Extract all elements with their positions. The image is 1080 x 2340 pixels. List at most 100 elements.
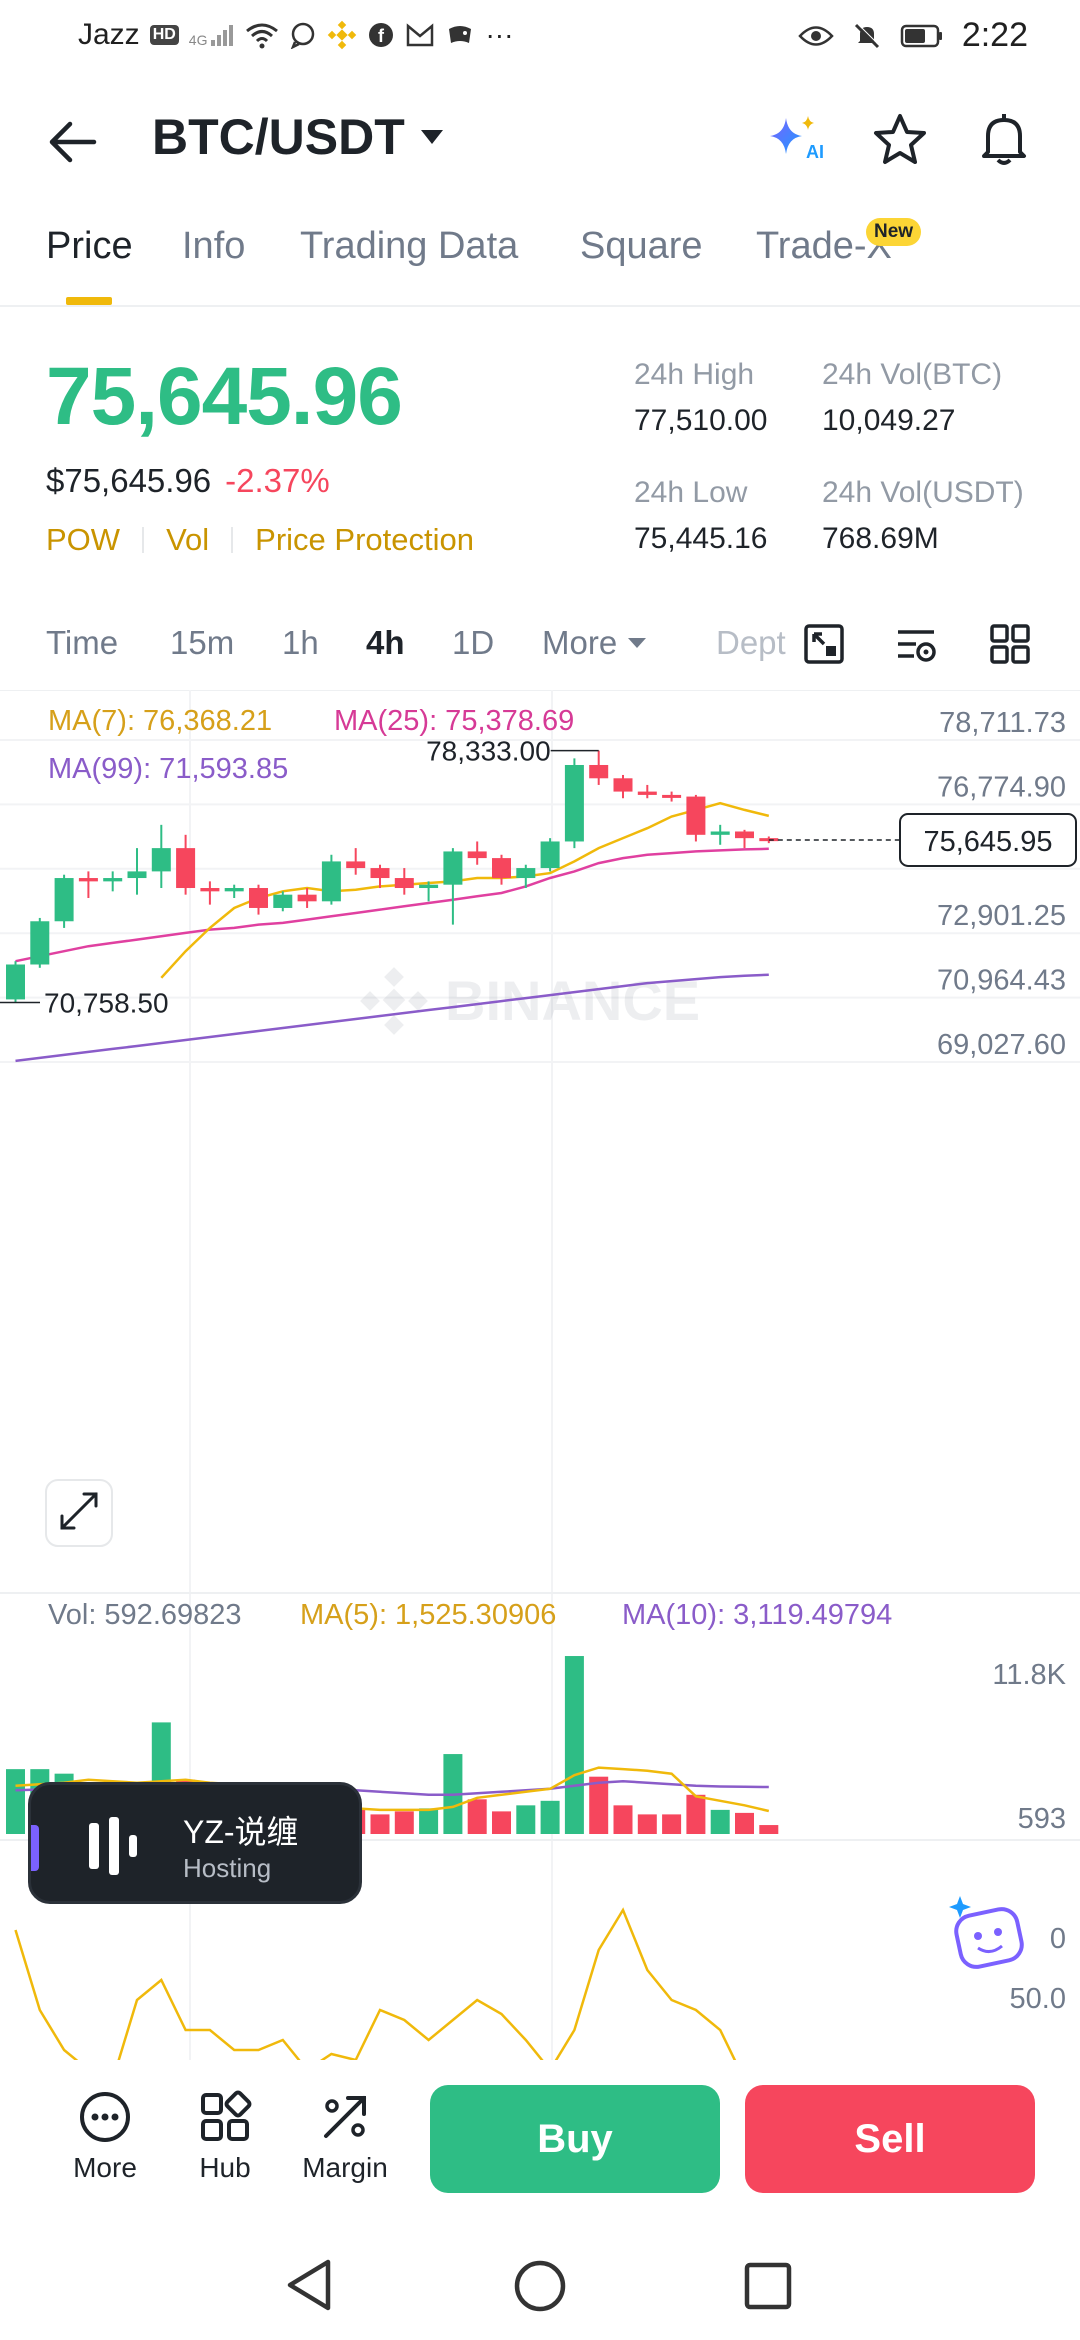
chart-settings-button[interactable] xyxy=(800,620,848,668)
volume-bar xyxy=(613,1805,633,1834)
active-tab-indicator xyxy=(66,297,112,305)
volume-bar xyxy=(467,1799,487,1834)
volume-bar xyxy=(394,1811,414,1834)
volume-bar xyxy=(637,1814,657,1834)
hub-button[interactable]: Hub xyxy=(170,2090,280,2184)
high-label: 24h High xyxy=(634,358,755,391)
indicator-settings-button[interactable] xyxy=(892,620,940,668)
price-axis: 78,711.7376,774.9074,838.0872,901.2570,9… xyxy=(937,707,1066,1061)
high-marker-label: 78,333.00 xyxy=(426,736,551,767)
ai-button[interactable]: AI xyxy=(762,108,826,172)
price-tick-label: 69,027.60 xyxy=(937,1029,1066,1061)
interval-4h[interactable]: 4h xyxy=(366,624,405,661)
price-chart[interactable]: BINANCE MA(7): 76,368.21 MA(25): 75,378.… xyxy=(0,689,1080,2090)
candle-body xyxy=(103,878,123,882)
tag-price-protection[interactable]: Price Protection xyxy=(255,522,474,557)
nav-recents-icon[interactable] xyxy=(742,2260,794,2312)
caret-down-icon xyxy=(628,638,647,648)
tag-vol[interactable]: Vol xyxy=(166,522,210,557)
interval-1h[interactable]: 1h xyxy=(282,624,319,661)
volume-bar xyxy=(759,1825,779,1834)
sell-button[interactable]: Sell xyxy=(745,2085,1035,2193)
status-right: 2:22 xyxy=(798,16,1028,55)
star-icon xyxy=(874,114,926,164)
indicator-tick-label: 0 xyxy=(1050,1923,1066,1955)
status-bar: Jazz HD 4G f ··· 2:22 xyxy=(0,0,1080,72)
interval-15m[interactable]: 15m xyxy=(170,624,235,661)
buy-button[interactable]: Buy xyxy=(430,2085,720,2193)
tab-square[interactable]: Square xyxy=(580,225,703,267)
tag-divider xyxy=(142,527,145,553)
indicator-tick-label: 50.0 xyxy=(1010,1983,1066,2015)
tab-bar: Price Info Trading Data Square Trade-X N… xyxy=(0,215,1080,307)
price-tick-label: 72,901.25 xyxy=(937,900,1066,932)
signal-icon: 4G xyxy=(189,22,236,48)
candle-body xyxy=(127,871,147,879)
facebook-icon: f xyxy=(367,21,395,49)
ma7-legend: MA(7): 76,368.21 xyxy=(48,705,272,737)
price-tick-label: 76,774.90 xyxy=(937,771,1066,803)
interval-time[interactable]: Time xyxy=(46,624,119,661)
candle-body xyxy=(6,964,25,1000)
layout-grid-button[interactable] xyxy=(986,620,1034,668)
assistant-bot-icon xyxy=(949,1896,1024,1969)
back-arrow-icon xyxy=(49,121,97,163)
tag-pow[interactable]: POW xyxy=(46,522,121,557)
price-change: -2.37% xyxy=(225,462,330,499)
volume-bar xyxy=(710,1809,730,1834)
grid-icon xyxy=(990,624,1030,664)
margin-button[interactable]: Margin xyxy=(290,2090,400,2184)
hosting-status: Hosting xyxy=(183,1853,272,1883)
svg-text:f: f xyxy=(378,26,385,46)
chart-area[interactable]: BINANCE MA(7): 76,368.21 MA(25): 75,378.… xyxy=(0,689,1080,2090)
alert-button[interactable] xyxy=(972,108,1036,172)
indicator-settings-icon xyxy=(898,630,936,662)
low-label: 24h Low xyxy=(634,476,748,509)
high-value: 77,510.00 xyxy=(634,404,768,437)
tab-trading-data[interactable]: Trading Data xyxy=(300,225,519,267)
current-price-box xyxy=(899,812,1077,867)
hosting-accent-bar xyxy=(31,1825,39,1871)
usd-price-line: $75,645.96 -2.37% xyxy=(46,462,330,500)
candle-body xyxy=(151,848,171,872)
ma25-line xyxy=(15,847,769,963)
volume-bar xyxy=(6,1769,25,1834)
candle-body xyxy=(176,848,196,889)
more-button[interactable]: More xyxy=(50,2090,160,2184)
candle-body xyxy=(224,888,244,892)
tab-price[interactable]: Price xyxy=(46,225,133,267)
tab-info[interactable]: Info xyxy=(182,225,246,267)
back-button[interactable] xyxy=(44,112,104,172)
interval-more[interactable]: More xyxy=(542,624,647,662)
expand-icon xyxy=(60,1492,98,1530)
more-label: More xyxy=(73,2152,137,2183)
margin-label: Margin xyxy=(302,2152,388,2183)
hosting-card[interactable]: YZ-说缠 Hosting xyxy=(28,1782,362,1904)
interval-1d[interactable]: 1D xyxy=(452,624,495,661)
candle-body xyxy=(540,841,560,869)
favorite-button[interactable] xyxy=(868,108,932,172)
candle-body xyxy=(443,851,463,885)
candle-body xyxy=(467,851,487,859)
usd-price: $75,645.96 xyxy=(46,462,212,499)
indicator-line: 050.0 xyxy=(14,1907,1066,2090)
pair-selector[interactable]: BTC/USDT xyxy=(152,108,445,166)
assistant-bot-button[interactable] xyxy=(949,1896,1025,1970)
hosting-name: YZ-说缠 xyxy=(183,1814,299,1850)
mute-bell-icon xyxy=(852,21,882,51)
system-nav-bar xyxy=(0,2230,1080,2340)
candle-body xyxy=(710,831,730,835)
svg-text:AI: AI xyxy=(806,142,824,162)
candle-body xyxy=(297,894,317,902)
volume-bar xyxy=(735,1812,754,1834)
vol-btc-value: 10,049.27 xyxy=(822,404,956,437)
expand-chart-button[interactable] xyxy=(45,1479,113,1547)
candle-body xyxy=(273,894,293,908)
low-marker-label: 70,758.50 xyxy=(44,987,169,1018)
interval-depth[interactable]: Dept xyxy=(716,624,786,661)
nav-back-icon[interactable] xyxy=(282,2256,336,2314)
header: BTC/USDT AI xyxy=(0,100,1080,184)
volume-ma5-legend: MA(5): 1,525.30906 xyxy=(300,1599,556,1631)
battery-icon xyxy=(900,23,944,49)
nav-home-icon[interactable] xyxy=(512,2258,568,2314)
